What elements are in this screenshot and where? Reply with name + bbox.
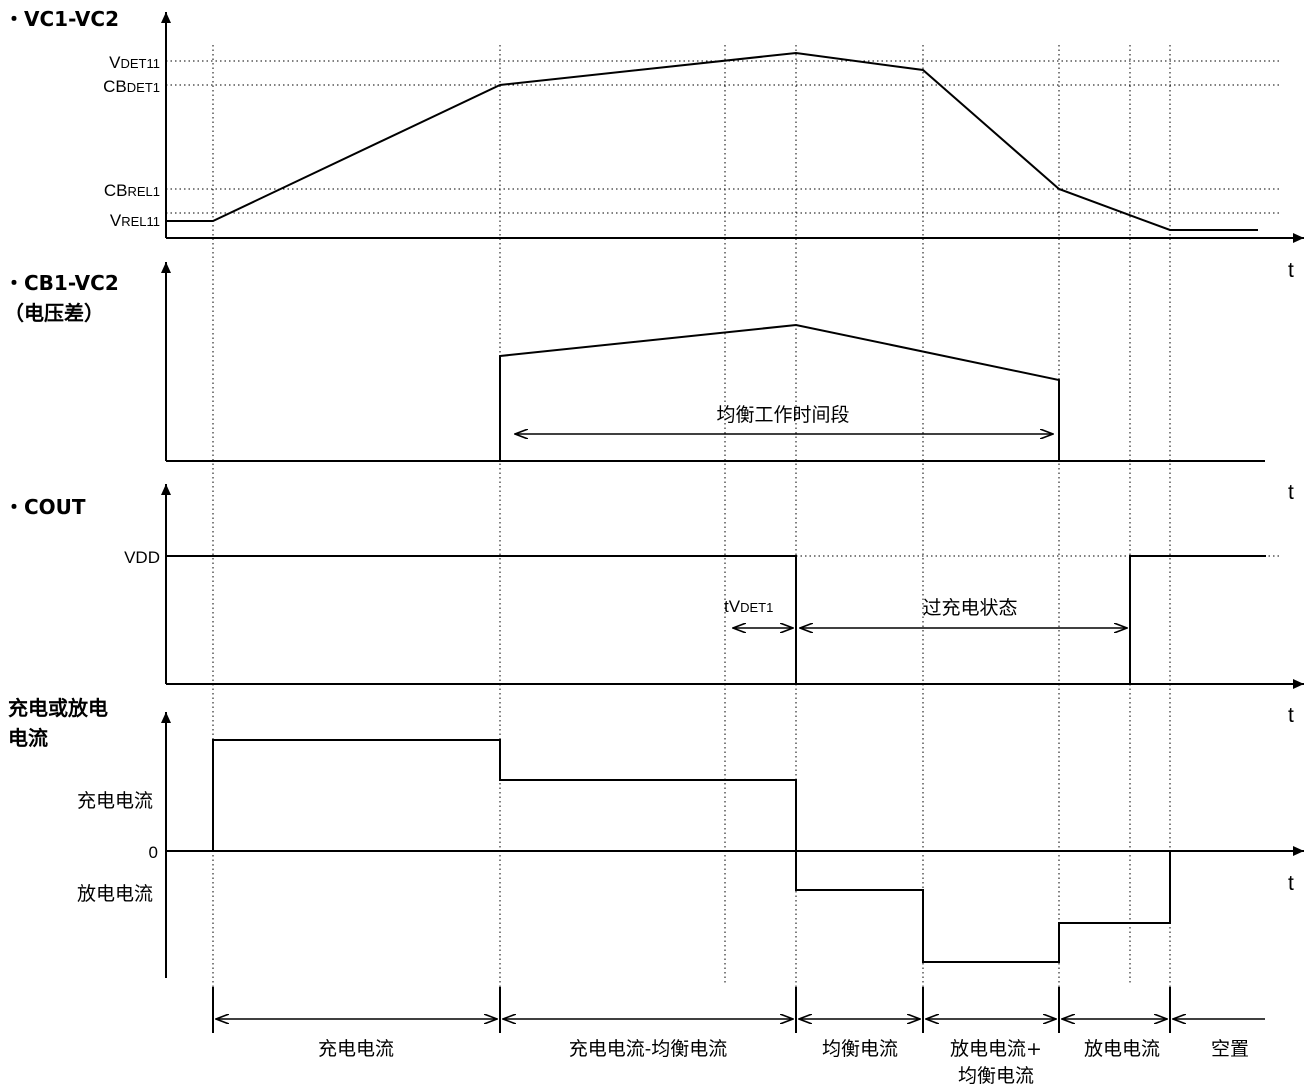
t-axis-label: t — [1288, 259, 1294, 282]
label-zero: 0 — [149, 843, 158, 862]
t-axis-label: t — [1288, 481, 1294, 504]
phase-label-discharging: 放电电流 — [1084, 1038, 1160, 1060]
overcharge-state-label: 过充电状态 — [922, 597, 1017, 619]
label-cbdet1: CBDET1 — [103, 77, 160, 96]
label-discharge-current: 放电电流 — [77, 883, 153, 905]
waveform-current — [166, 739, 1171, 963]
phase-label-balancing: 均衡电流 — [822, 1038, 898, 1060]
label-vrel11: VREL11 — [110, 211, 160, 230]
balancing-period-label: 均衡工作时间段 — [716, 404, 849, 426]
panel-subtitle-voltage-difference: （电压差） — [4, 301, 104, 325]
panel-title-cout: ・COUT — [4, 495, 86, 519]
panel-cout: ・COUT VDD tVDET1 过充电状态 t — [4, 484, 1304, 727]
phase-label-idle: 空置 — [1211, 1038, 1249, 1060]
phase-timeline: 充电电流 充电电流-均衡电流 均衡电流 放电电流+ 均衡电流 放电电流 空置 — [212, 987, 1265, 1087]
time-marker-lines — [212, 45, 1171, 1000]
waveform-vc1-vc2 — [166, 51, 1258, 231]
panel-vc1-vc2: ・VC1-VC2 VDET11 CBDET1 CBREL1 VREL11 t — [4, 7, 1304, 282]
panel-title-current-line2: 电流 — [8, 726, 48, 750]
waveform-cout — [166, 555, 1266, 685]
panel-cb1-vc2: ・CB1-VC2 （电压差） 均衡工作时间段 t — [4, 262, 1294, 504]
panel-title-vc1-vc2: ・VC1-VC2 — [4, 7, 119, 31]
label-tvdet1: tVDET1 — [724, 597, 773, 616]
label-cbrel1: CBREL1 — [104, 181, 160, 200]
label-vdd: VDD — [124, 548, 160, 567]
t-axis-label: t — [1288, 704, 1294, 727]
phase-label-charging: 充电电流 — [318, 1038, 394, 1060]
label-charge-current: 充电电流 — [77, 790, 153, 812]
phase-label-balancing-current: 均衡电流 — [958, 1065, 1034, 1087]
label-vdet11: VDET11 — [109, 53, 160, 72]
t-axis-label: t — [1288, 872, 1294, 895]
panel-title-current: 充电或放电 — [8, 696, 108, 720]
waveform-cb1-vc2 — [166, 323, 1060, 462]
panel-current: 充电或放电 电流 充电电流 0 放电电流 t — [8, 696, 1304, 978]
phase-label-charging-minus-balancing: 充电电流-均衡电流 — [569, 1038, 727, 1060]
panel-title-cb1-vc2: ・CB1-VC2 — [4, 271, 119, 295]
phase-label-discharge-plus: 放电电流+ — [950, 1038, 1042, 1060]
